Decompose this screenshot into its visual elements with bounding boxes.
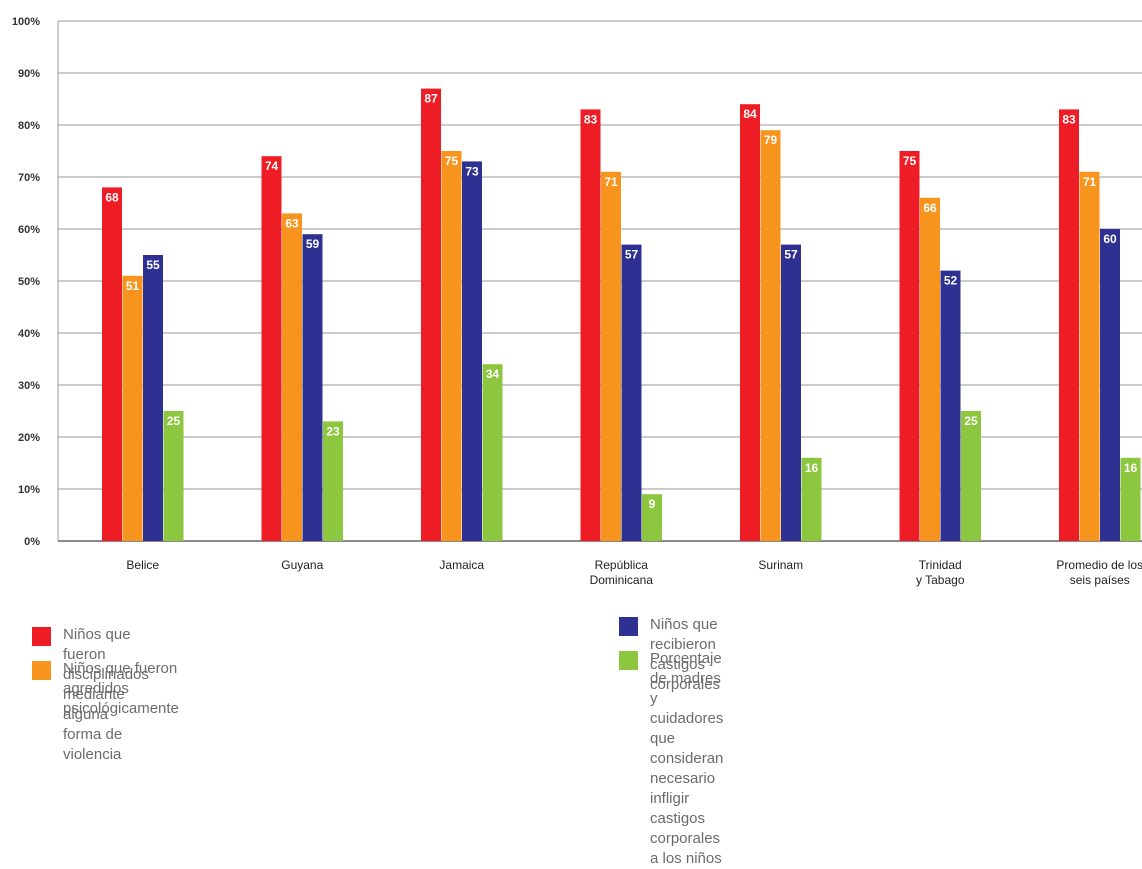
bar xyxy=(143,255,163,541)
bar xyxy=(899,151,920,541)
y-tick-label: 50% xyxy=(18,276,40,288)
bar-value-label: 60 xyxy=(1103,232,1117,246)
bar-value-label: 63 xyxy=(285,216,299,230)
bar-value-label: 16 xyxy=(805,461,819,475)
x-tick-label: Jamaica xyxy=(439,558,484,572)
bar xyxy=(961,411,981,541)
bar-value-label: 79 xyxy=(764,133,778,147)
y-tick-label: 30% xyxy=(18,380,40,392)
y-tick-label: 20% xyxy=(18,432,40,444)
bar xyxy=(1120,457,1141,541)
bar xyxy=(920,197,940,542)
bar xyxy=(601,171,621,542)
bar xyxy=(940,270,961,541)
legend-item-caregivers: Porcentaje de madres y cuidadores que co… xyxy=(619,649,723,869)
y-tick-label: 60% xyxy=(18,224,40,236)
bar xyxy=(781,244,801,541)
bar-chart: 0% 10% 20% 30% 40% 50% 60% 70% 80% 90% 100% 68 51 55… xyxy=(12,16,1142,587)
y-tick-label: 40% xyxy=(18,328,40,340)
bar xyxy=(580,109,601,542)
bar xyxy=(1059,109,1079,542)
bar xyxy=(421,88,441,541)
bar-value-label: 84 xyxy=(743,107,757,121)
bars: 68 51 55 25 74 63 59 23 87 75 73 34 83 71 57 9 84 79 57 16 7… xyxy=(102,88,1141,542)
x-tick-label: Guyana xyxy=(281,558,323,572)
bar xyxy=(801,457,822,541)
bar xyxy=(163,411,184,541)
bar xyxy=(642,494,662,541)
bar-value-label: 83 xyxy=(1062,112,1076,126)
bar xyxy=(462,161,482,541)
bar xyxy=(302,234,323,541)
bar xyxy=(621,244,642,541)
bar-value-label: 68 xyxy=(105,190,119,204)
legend-label: Niños que fueron agredidos psicológicame… xyxy=(63,660,179,717)
bar-value-label: 34 xyxy=(486,367,500,381)
bar-value-label: 25 xyxy=(167,414,181,428)
y-tick-label: 70% xyxy=(18,172,40,184)
x-tick-label: Belice xyxy=(126,558,159,572)
bar-value-label: 57 xyxy=(625,248,639,262)
x-tick-label: Trinidad y Tabago xyxy=(916,558,965,587)
bar-value-label: 16 xyxy=(1124,461,1138,475)
y-axis-ticks: 0% 10% 20% 30% 40% 50% 60% 70% 80% 90% 100% xyxy=(12,16,40,548)
y-tick-label: 80% xyxy=(18,120,40,132)
bar-value-label: 66 xyxy=(923,201,937,215)
bar xyxy=(441,151,462,541)
bar-value-label: 75 xyxy=(903,154,917,168)
bar-value-label: 59 xyxy=(306,237,320,251)
bar xyxy=(323,421,343,541)
y-tick-label: 90% xyxy=(18,68,40,80)
bar-value-label: 9 xyxy=(649,497,656,511)
bar-value-label: 73 xyxy=(465,164,479,178)
bar-value-label: 25 xyxy=(964,414,978,428)
bar xyxy=(1100,229,1120,541)
y-tick-label: 100% xyxy=(12,16,40,28)
bar xyxy=(740,104,760,541)
legend-label: Porcentaje de madres y cuidadores que co… xyxy=(650,650,724,867)
bar-value-label: 55 xyxy=(146,258,160,272)
bar xyxy=(482,364,503,541)
bar xyxy=(282,213,302,541)
x-tick-label: Promedio de los seis países xyxy=(1056,558,1142,587)
bar xyxy=(760,130,781,541)
y-tick-label: 0% xyxy=(24,536,40,548)
bar-value-label: 51 xyxy=(126,279,140,293)
bar xyxy=(1079,171,1100,542)
legend-item-psychological: Niños que fueron agredidos psicológicame… xyxy=(32,659,179,719)
bar-value-label: 83 xyxy=(584,112,598,126)
bar-value-label: 23 xyxy=(326,424,340,438)
bar xyxy=(261,156,282,541)
bar-value-label: 52 xyxy=(944,274,958,288)
y-tick-label: 10% xyxy=(18,484,40,496)
bar xyxy=(122,275,143,541)
legend-swatch xyxy=(619,617,638,636)
legend-swatch xyxy=(619,651,638,670)
bar xyxy=(102,187,122,541)
x-tick-label: Surinam xyxy=(758,558,803,572)
x-tick-label: República Dominicana xyxy=(590,558,654,587)
legend-swatch xyxy=(32,627,51,646)
bar-value-label: 87 xyxy=(424,92,438,106)
bar-value-label: 74 xyxy=(265,159,279,173)
bar-value-label: 71 xyxy=(1083,175,1097,189)
bar-value-label: 71 xyxy=(604,175,618,189)
legend-swatch xyxy=(32,661,51,680)
x-axis-labels: Belice Guyana Jamaica República Dominicana Su… xyxy=(126,558,1142,587)
bar-value-label: 57 xyxy=(784,248,798,262)
bar-value-label: 75 xyxy=(445,154,459,168)
